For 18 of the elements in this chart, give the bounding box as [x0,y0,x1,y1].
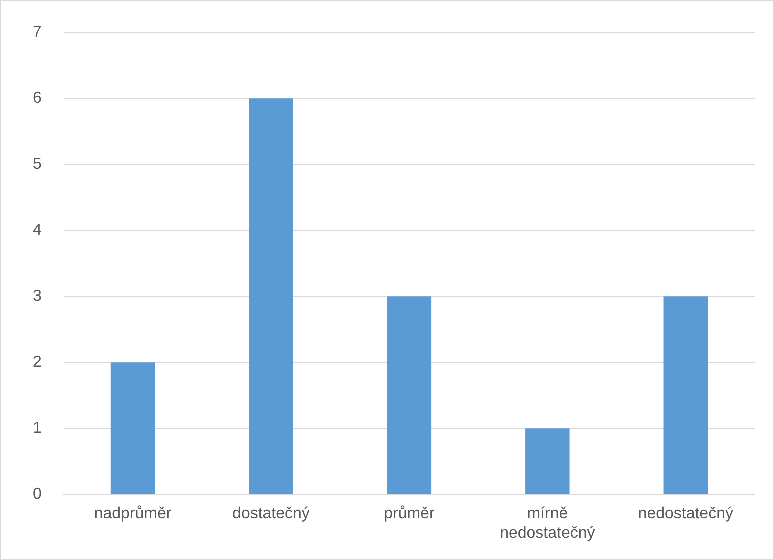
bar [110,362,156,494]
x-tick-label: nadprůměr [94,506,172,523]
y-tick-label: 2 [32,354,42,372]
y-tick-label: 4 [32,222,42,240]
x-tick-label: průměr [384,506,436,523]
x-tick-label: dostatečný [232,506,310,523]
y-tick-label: 6 [32,90,42,108]
x-tick-label: mírně nedostatečný [500,506,596,542]
y-tick-label: 3 [32,288,42,306]
bar [249,98,294,494]
y-tick-label: 0 [32,486,42,504]
bar [526,428,570,494]
y-tick-label: 1 [32,420,42,438]
y-tick-label: 7 [32,24,42,42]
x-tick-label: nedostatečný [638,506,734,523]
bar [387,296,432,494]
y-tick-label: 5 [32,156,42,174]
bar [664,296,708,494]
